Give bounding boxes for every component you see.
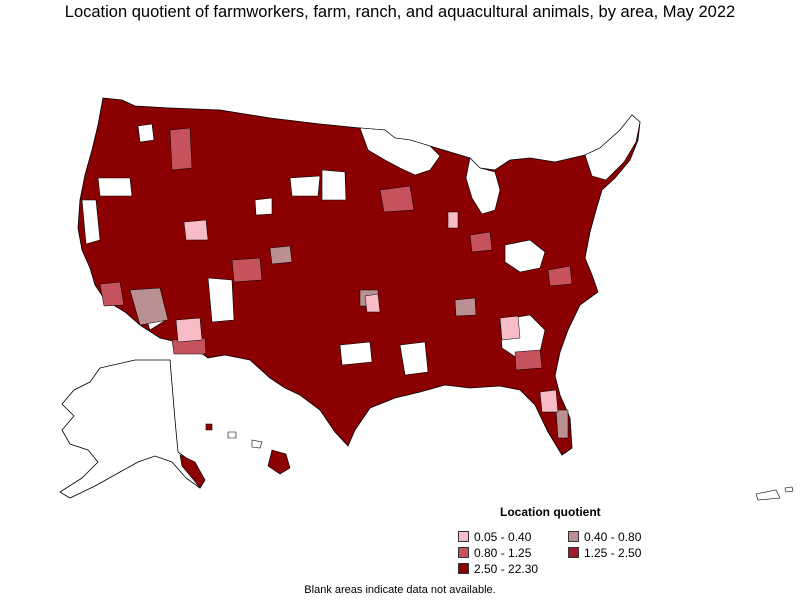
area-california-lq <box>99 281 125 307</box>
legend-item-2-50-22-30: 2.50 - 22.30 <box>458 563 538 577</box>
area-colorado-west-lq <box>231 257 263 283</box>
area-tennessee-lq <box>454 297 477 317</box>
area-mississippi-blank <box>399 341 429 376</box>
area-arkansas-lq <box>364 293 381 313</box>
area-florida-north-lq <box>539 389 559 413</box>
area-utah-lq <box>183 219 209 241</box>
hawaii-kauai <box>205 423 213 431</box>
area-georgia-lq <box>514 349 543 371</box>
area-new-mexico-blank <box>207 277 235 323</box>
legend-item-0-80-1-25: 0.80 - 1.25 <box>458 547 531 561</box>
area-upper-midwest-blank <box>359 127 441 176</box>
legend-item-0-05-0-40: 0.05 - 0.40 <box>458 531 531 545</box>
area-michigan-blank <box>465 157 501 215</box>
area-northeast-blank <box>584 114 641 181</box>
legend-swatch <box>458 563 469 574</box>
area-ca-blank <box>81 199 101 245</box>
area-idaho-lq <box>169 127 193 171</box>
area-indiana-lq <box>469 231 493 253</box>
area-florida-lq <box>555 409 569 439</box>
alaska <box>59 359 206 499</box>
area-sd-blank <box>321 169 347 201</box>
area-iowa-lq <box>379 185 415 213</box>
hawaii-oahu <box>227 431 237 439</box>
hawaii-maui <box>251 439 263 449</box>
legend-item-1-25-2-50: 1.25 - 2.50 <box>568 547 641 561</box>
legend-swatch <box>458 531 469 542</box>
puerto-rico <box>755 489 781 501</box>
area-texas-blank <box>339 341 373 366</box>
area-or-blank <box>97 177 133 197</box>
legend-title: Location quotient <box>500 505 601 519</box>
legend-swatch <box>568 531 579 542</box>
hawaii <box>205 423 291 475</box>
area-arizona-lq <box>129 287 169 326</box>
area-georgia-north-lq <box>499 315 521 341</box>
area-wa-blank <box>137 123 155 143</box>
virgin-islands <box>784 486 794 493</box>
lq-0-80-1-25-areas <box>99 127 573 371</box>
legend-swatch <box>458 547 469 558</box>
legend-swatch <box>568 547 579 558</box>
footnote: Blank areas indicate data not available. <box>304 584 496 596</box>
no-data-areas <box>81 114 641 376</box>
legend-item-0-40-0-80: 0.40 - 0.80 <box>568 531 641 545</box>
area-virginia-lq <box>547 265 573 287</box>
area-wyoming-blank <box>254 197 273 216</box>
area-arizona-phoenix-lq <box>175 317 203 343</box>
lq-0-05-0-40-areas <box>175 211 559 413</box>
area-nd-west-blank <box>289 175 321 197</box>
area-colorado-lq <box>269 245 293 265</box>
hawaii-big-island <box>267 449 291 475</box>
map-title: Location quotient of farmworkers, farm, … <box>64 3 736 21</box>
alaska-southeast <box>179 454 206 489</box>
area-ohio-valley-blank <box>504 239 546 273</box>
lq-0-40-0-80-areas <box>129 245 569 439</box>
area-illinois-lq <box>447 211 459 229</box>
